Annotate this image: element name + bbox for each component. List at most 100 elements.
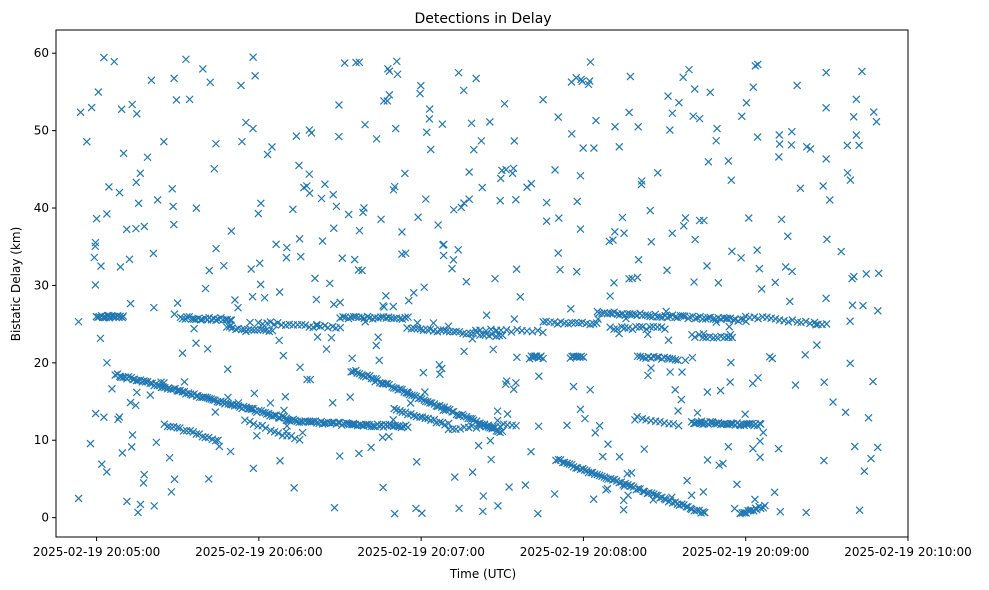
data-point bbox=[282, 253, 291, 262]
data-point bbox=[224, 393, 232, 402]
data-point bbox=[478, 507, 487, 516]
data-point bbox=[403, 423, 412, 432]
data-point bbox=[511, 378, 520, 387]
data-point bbox=[169, 385, 178, 394]
data-point bbox=[306, 375, 315, 384]
data-point bbox=[699, 216, 708, 225]
data-point bbox=[115, 413, 124, 421]
data-point bbox=[237, 325, 246, 334]
x-tick-label: 2025-02-19 20:10:00 bbox=[844, 545, 971, 559]
data-point bbox=[246, 318, 254, 327]
data-point bbox=[783, 232, 792, 241]
data-point bbox=[523, 183, 531, 192]
data-point bbox=[128, 430, 137, 439]
data-point bbox=[665, 354, 674, 363]
data-point bbox=[573, 197, 582, 206]
y-tick-label: 50 bbox=[34, 124, 49, 138]
data-point bbox=[425, 115, 434, 123]
data-point bbox=[727, 247, 736, 256]
data-point bbox=[855, 506, 864, 515]
data-point bbox=[554, 455, 563, 464]
data-point bbox=[102, 209, 111, 218]
data-point bbox=[234, 398, 243, 407]
data-point bbox=[298, 428, 307, 437]
data-point bbox=[114, 415, 123, 424]
data-point bbox=[806, 145, 815, 153]
data-point bbox=[667, 493, 676, 502]
data-point bbox=[413, 324, 422, 333]
data-point bbox=[631, 415, 639, 424]
data-point bbox=[628, 325, 637, 334]
data-point bbox=[662, 307, 671, 316]
data-point bbox=[560, 458, 569, 467]
data-point bbox=[385, 90, 394, 99]
data-point bbox=[726, 358, 735, 367]
data-point bbox=[421, 397, 430, 406]
data-point bbox=[756, 504, 765, 513]
data-point bbox=[408, 391, 416, 400]
data-point bbox=[346, 393, 355, 402]
data-point bbox=[527, 179, 536, 188]
data-point bbox=[724, 333, 733, 342]
y-tick-label: 0 bbox=[41, 511, 49, 525]
data-point bbox=[756, 453, 764, 462]
data-point bbox=[610, 278, 618, 287]
data-point bbox=[143, 153, 152, 162]
data-point bbox=[90, 253, 99, 262]
data-point bbox=[367, 443, 376, 452]
data-point bbox=[591, 428, 600, 437]
data-point bbox=[511, 195, 520, 204]
data-point bbox=[713, 124, 721, 133]
data-point bbox=[400, 169, 409, 178]
data-point bbox=[689, 419, 698, 428]
data-point bbox=[170, 74, 178, 83]
data-point bbox=[534, 353, 543, 362]
data-point bbox=[646, 323, 654, 331]
data-point bbox=[625, 274, 633, 283]
data-point bbox=[500, 99, 509, 108]
data-point bbox=[99, 413, 108, 422]
data-point bbox=[318, 237, 327, 245]
data-point bbox=[566, 304, 575, 313]
data-point bbox=[389, 302, 398, 311]
data-point bbox=[203, 344, 212, 353]
data-point bbox=[427, 399, 436, 407]
data-point bbox=[406, 399, 415, 407]
data-points bbox=[74, 53, 883, 518]
data-point bbox=[679, 73, 688, 82]
data-point bbox=[618, 213, 627, 222]
data-point bbox=[678, 368, 686, 376]
data-point bbox=[344, 314, 353, 323]
data-point bbox=[335, 452, 344, 460]
data-point bbox=[754, 314, 762, 323]
data-point bbox=[589, 495, 598, 504]
data-point bbox=[245, 417, 254, 426]
data-point bbox=[843, 168, 852, 177]
data-point bbox=[569, 382, 578, 391]
data-point bbox=[753, 246, 762, 255]
data-point bbox=[288, 205, 297, 214]
data-point bbox=[640, 445, 649, 454]
data-point bbox=[119, 149, 128, 158]
data-point bbox=[858, 67, 866, 76]
data-point bbox=[248, 292, 257, 301]
data-point bbox=[392, 57, 401, 66]
data-point bbox=[597, 472, 606, 481]
data-point bbox=[730, 504, 739, 513]
data-point bbox=[249, 124, 257, 133]
data-point bbox=[196, 315, 205, 324]
data-point bbox=[841, 408, 850, 417]
data-point bbox=[674, 356, 682, 365]
data-point bbox=[634, 484, 643, 493]
data-point bbox=[249, 53, 258, 62]
data-point bbox=[82, 137, 91, 146]
data-point bbox=[593, 470, 602, 479]
data-point bbox=[146, 391, 155, 399]
data-point bbox=[166, 422, 175, 431]
data-point bbox=[239, 402, 248, 411]
data-point bbox=[775, 140, 784, 149]
data-point bbox=[647, 237, 656, 246]
data-point bbox=[724, 442, 733, 451]
data-point bbox=[312, 295, 321, 304]
data-point bbox=[542, 198, 551, 207]
